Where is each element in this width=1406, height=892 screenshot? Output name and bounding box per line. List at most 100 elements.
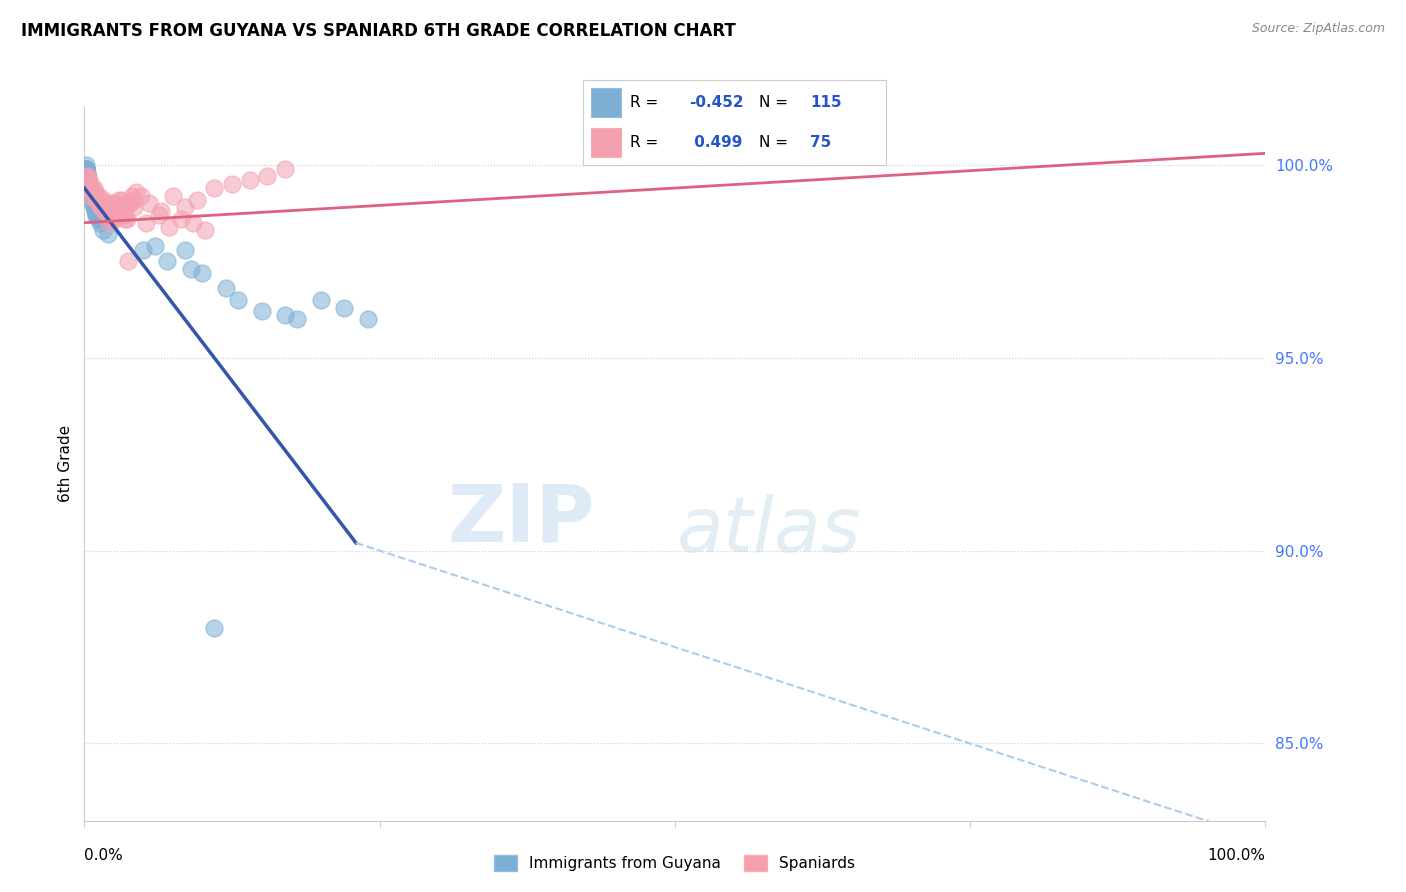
Point bbox=[87, 193, 110, 207]
Point bbox=[77, 177, 100, 191]
Point bbox=[82, 185, 104, 199]
Point bbox=[96, 204, 118, 219]
Point bbox=[180, 262, 202, 277]
Point bbox=[86, 204, 108, 219]
Point bbox=[82, 193, 104, 207]
Point bbox=[87, 188, 110, 202]
Point bbox=[83, 200, 105, 214]
Point bbox=[194, 223, 217, 237]
Point bbox=[114, 211, 136, 226]
Point bbox=[79, 185, 101, 199]
Point bbox=[93, 204, 115, 219]
Point bbox=[110, 208, 132, 222]
Point bbox=[79, 185, 101, 199]
Point bbox=[83, 196, 105, 211]
Point bbox=[79, 185, 101, 199]
Point bbox=[80, 185, 103, 199]
Point bbox=[83, 196, 105, 211]
Point bbox=[80, 193, 103, 207]
Point bbox=[98, 216, 121, 230]
Point bbox=[110, 200, 132, 214]
Text: 100.0%: 100.0% bbox=[1208, 847, 1265, 863]
Point bbox=[202, 621, 225, 635]
Point bbox=[84, 208, 107, 222]
Point bbox=[84, 204, 107, 219]
Text: 75: 75 bbox=[810, 135, 831, 150]
Point bbox=[89, 196, 111, 211]
Point bbox=[75, 161, 97, 176]
Point bbox=[77, 173, 100, 187]
Point bbox=[84, 200, 107, 214]
Point bbox=[79, 177, 101, 191]
Point bbox=[77, 177, 100, 191]
Point bbox=[79, 185, 101, 199]
Point bbox=[77, 177, 100, 191]
Point bbox=[118, 196, 141, 211]
Point bbox=[170, 211, 193, 226]
Point bbox=[87, 204, 110, 219]
Point bbox=[76, 173, 98, 187]
Point bbox=[75, 161, 97, 176]
Point bbox=[143, 239, 166, 253]
Point bbox=[80, 188, 103, 202]
Point bbox=[77, 177, 100, 191]
Text: 115: 115 bbox=[810, 95, 842, 110]
Point bbox=[80, 193, 103, 207]
Point bbox=[77, 177, 100, 191]
FancyBboxPatch shape bbox=[591, 128, 621, 157]
Point bbox=[80, 185, 103, 199]
Point bbox=[97, 227, 120, 242]
Point bbox=[148, 208, 170, 222]
Point bbox=[77, 188, 100, 202]
Point bbox=[181, 216, 204, 230]
Point bbox=[75, 161, 97, 176]
Point bbox=[84, 208, 107, 222]
Point bbox=[156, 254, 179, 268]
Point bbox=[84, 185, 107, 199]
Point bbox=[80, 188, 103, 202]
Point bbox=[256, 169, 278, 184]
Point bbox=[138, 196, 160, 211]
Point bbox=[76, 169, 98, 184]
Point bbox=[84, 204, 107, 219]
Point bbox=[274, 161, 297, 176]
Point bbox=[80, 193, 103, 207]
Point bbox=[75, 161, 97, 176]
Point bbox=[76, 173, 98, 187]
Point bbox=[186, 193, 208, 207]
Point bbox=[357, 312, 380, 326]
Text: 0.499: 0.499 bbox=[689, 135, 742, 150]
Point bbox=[80, 188, 103, 202]
Point bbox=[117, 196, 139, 211]
Point bbox=[79, 181, 101, 195]
Point bbox=[105, 196, 128, 211]
Point bbox=[82, 193, 104, 207]
Point bbox=[77, 181, 100, 195]
Point bbox=[76, 169, 98, 184]
Point bbox=[77, 173, 100, 187]
Point bbox=[77, 188, 100, 202]
Point bbox=[77, 181, 100, 195]
Text: -0.452: -0.452 bbox=[689, 95, 744, 110]
Point bbox=[135, 216, 157, 230]
Point bbox=[91, 200, 114, 214]
Point bbox=[86, 204, 108, 219]
Point bbox=[77, 177, 100, 191]
Point bbox=[122, 200, 145, 214]
Point bbox=[77, 177, 100, 191]
Point bbox=[77, 173, 100, 187]
Text: 0.0%: 0.0% bbox=[84, 847, 124, 863]
Point bbox=[83, 196, 105, 211]
Point bbox=[90, 200, 112, 214]
Point bbox=[75, 161, 97, 176]
Point bbox=[107, 193, 129, 207]
Point bbox=[80, 188, 103, 202]
Point bbox=[79, 185, 101, 199]
Point bbox=[76, 169, 98, 184]
Point bbox=[77, 173, 100, 187]
Point bbox=[76, 166, 98, 180]
Point bbox=[79, 185, 101, 199]
Point bbox=[80, 193, 103, 207]
Point bbox=[80, 188, 103, 202]
Point bbox=[157, 219, 180, 234]
